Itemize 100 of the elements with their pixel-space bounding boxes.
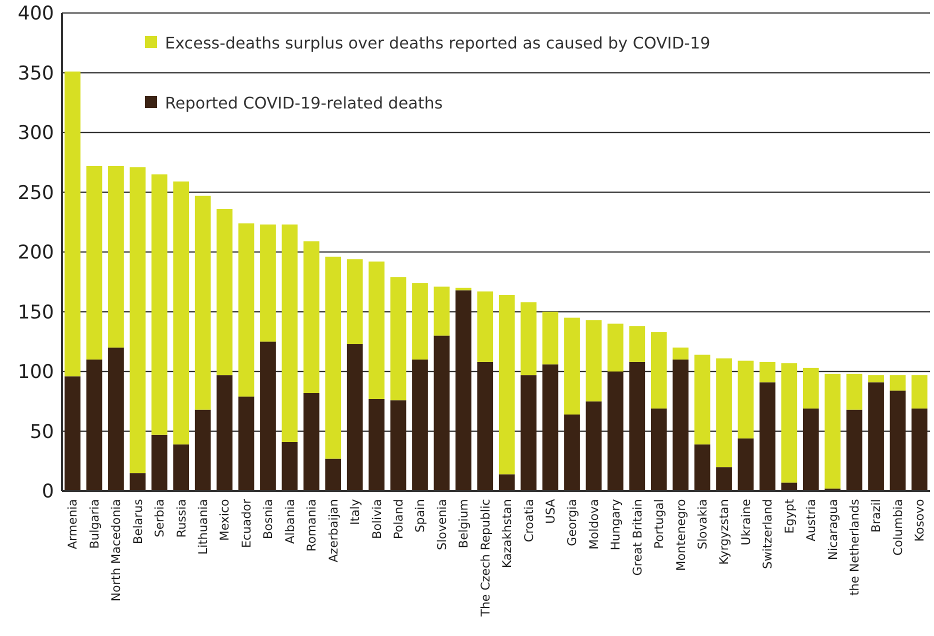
bar xyxy=(173,444,190,491)
x-tick-label: Egypt xyxy=(782,498,796,534)
bar xyxy=(282,442,298,491)
bar xyxy=(260,342,276,491)
x-tick-label: Bosnia xyxy=(261,499,276,540)
x-tick-label: Kyrgyzstan xyxy=(717,499,732,565)
bar xyxy=(130,167,146,474)
bar xyxy=(650,408,667,491)
bar xyxy=(672,360,689,491)
x-tick-label: Nicaragua xyxy=(826,499,840,560)
x-tick-label: Kazakhstan xyxy=(500,499,514,568)
bar xyxy=(629,326,646,362)
bar xyxy=(716,358,732,468)
x-tick-label: Russia xyxy=(174,499,188,538)
x-tick-label: Poland xyxy=(391,499,406,540)
bar xyxy=(694,444,710,491)
bar xyxy=(303,241,320,394)
bar xyxy=(456,290,472,491)
x-tick-label: Slovakia xyxy=(696,499,710,550)
x-tick-label: Belgium xyxy=(456,499,471,548)
bar xyxy=(520,302,536,376)
bar xyxy=(151,174,168,435)
bar xyxy=(912,408,928,491)
x-tick-label: Lithuania xyxy=(196,499,210,555)
bar xyxy=(629,362,646,491)
bar xyxy=(890,390,906,491)
bar xyxy=(672,348,689,360)
bar xyxy=(325,256,342,459)
bar xyxy=(368,398,384,491)
x-tick-label: Slovenia xyxy=(434,499,449,550)
legend-label: Excess-deaths surplus over deaths reported as caused by COVID-19 xyxy=(165,34,710,53)
bar xyxy=(912,375,928,409)
bar xyxy=(238,223,254,397)
bar xyxy=(781,363,798,483)
bar xyxy=(325,458,342,491)
y-tick-label: 400 xyxy=(18,2,54,25)
bar xyxy=(608,372,624,491)
bar xyxy=(412,360,428,491)
x-tick-label: Albania xyxy=(282,499,297,544)
x-tick-label: Portugal xyxy=(652,499,666,549)
x-tick-label: North Macedonia xyxy=(109,499,124,602)
bar xyxy=(650,332,667,409)
x-tick-label: Hungary xyxy=(608,499,623,550)
bar xyxy=(694,354,710,444)
bar xyxy=(346,259,363,344)
y-tick-label: 50 xyxy=(30,420,54,443)
y-tick-label: 300 xyxy=(18,122,54,144)
bar xyxy=(86,166,102,360)
bar xyxy=(434,336,450,491)
bar xyxy=(194,410,211,491)
x-tick-label: Belarus xyxy=(130,499,145,544)
bar xyxy=(260,224,276,342)
bar xyxy=(64,72,80,376)
x-tick-label: Armenia xyxy=(66,499,80,550)
x-tick-label: Brazil xyxy=(869,499,884,532)
y-tick-label: 350 xyxy=(18,62,54,84)
x-tick-label: Bulgaria xyxy=(87,499,102,549)
bar xyxy=(781,482,798,491)
bar xyxy=(824,374,841,489)
bar xyxy=(390,277,406,400)
bar xyxy=(520,375,536,491)
bar xyxy=(738,438,754,491)
bar xyxy=(498,295,515,474)
y-tick-label: 200 xyxy=(18,242,54,264)
x-tick-label: Bolivia xyxy=(370,499,384,540)
bar xyxy=(498,474,515,491)
bar xyxy=(346,344,363,491)
x-tick-label: Romania xyxy=(304,499,319,552)
bar xyxy=(368,262,384,399)
x-tick-label: Austria xyxy=(804,499,818,542)
bar xyxy=(477,291,494,362)
x-tick-label: Georgia xyxy=(565,499,580,546)
x-tick-label: Italy xyxy=(348,499,362,526)
y-tick-label: 150 xyxy=(18,301,54,324)
x-tick-label: Serbia xyxy=(152,499,167,538)
bar xyxy=(564,318,580,415)
x-tick-label: Ukraine xyxy=(738,499,753,546)
bar xyxy=(412,283,428,360)
y-tick-label: 100 xyxy=(18,361,54,384)
x-tick-label: Switzerland xyxy=(760,499,775,569)
legend-label: Reported COVID-19-related deaths xyxy=(165,94,443,113)
x-tick-label: Kosovo xyxy=(912,499,927,542)
bar xyxy=(390,400,406,491)
bar xyxy=(608,324,624,372)
bar xyxy=(738,360,754,438)
x-tick-label: Columbia xyxy=(890,499,905,556)
bar xyxy=(86,360,102,491)
y-tick-label: 0 xyxy=(42,480,54,503)
bar xyxy=(477,362,494,491)
y-tick-label: 250 xyxy=(18,182,54,204)
bar xyxy=(238,396,254,491)
bar xyxy=(173,181,190,444)
x-tick-label: Croatia xyxy=(522,499,536,542)
bar xyxy=(151,434,168,491)
bar xyxy=(108,348,124,491)
bar xyxy=(542,364,558,491)
x-tick-label: Azerbaijan xyxy=(326,499,340,562)
bar xyxy=(760,362,776,382)
bar xyxy=(194,196,211,410)
bar xyxy=(282,224,298,442)
